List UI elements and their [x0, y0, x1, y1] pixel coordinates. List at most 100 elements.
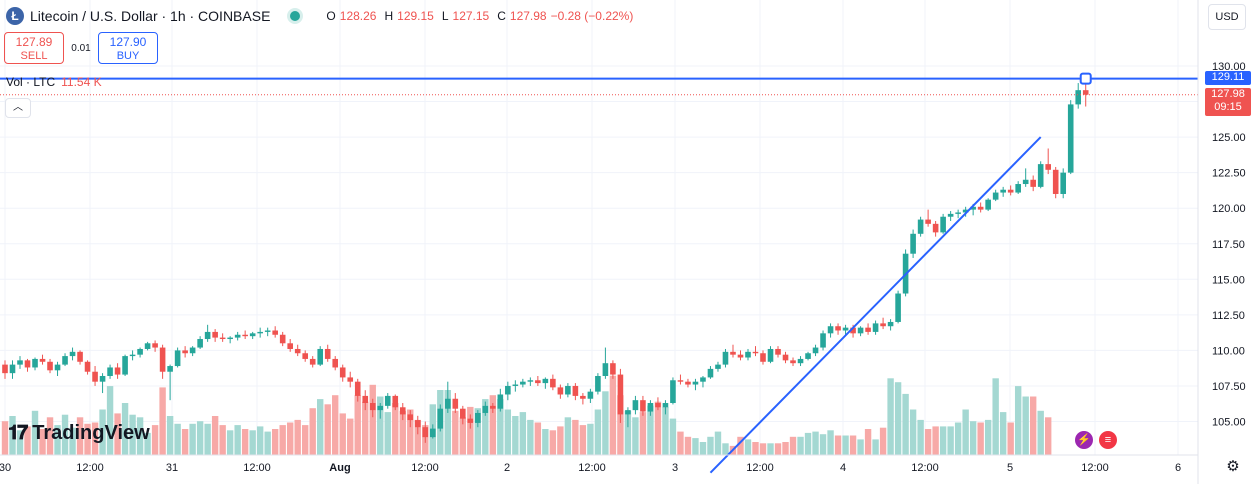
ohlc-open: 128.26	[339, 9, 377, 23]
volume-bar	[84, 423, 91, 455]
candle-body	[692, 381, 699, 385]
legend-header: Ł Litecoin / U.S. Dollar · 1h · COINBASE…	[0, 0, 1198, 32]
volume-bar	[774, 443, 782, 455]
candle-body	[865, 327, 871, 332]
candle-body	[535, 380, 541, 384]
lightning-event-icon[interactable]: ⚡	[1075, 431, 1093, 449]
sell-button[interactable]: 127.89 SELL	[4, 32, 64, 64]
candle-body	[407, 414, 414, 421]
volume-bar	[797, 436, 804, 455]
candle-body	[437, 408, 444, 429]
candle-body	[1007, 189, 1014, 193]
volume-bar	[654, 401, 662, 455]
volume-bar	[392, 403, 399, 455]
y-tick-label: 110.00	[1212, 345, 1245, 357]
ohlc-close-key: C	[497, 9, 506, 23]
candle-body	[602, 363, 609, 376]
volume-bar	[977, 422, 984, 455]
candle-body	[497, 394, 504, 409]
candle-body	[542, 378, 549, 384]
candle-body	[842, 327, 849, 331]
candle-body	[452, 398, 459, 409]
volume-bar	[136, 417, 144, 455]
candle-body	[84, 361, 91, 372]
candle-body	[640, 400, 646, 412]
candle-body	[1060, 172, 1067, 194]
volume-bar	[564, 417, 572, 455]
candle-body	[309, 358, 316, 365]
volume-bar	[849, 435, 857, 455]
us-flag-event-icon[interactable]: ≡	[1099, 431, 1117, 449]
volume-bar	[362, 401, 369, 455]
candle-body	[917, 219, 924, 234]
candle-body	[662, 403, 669, 408]
candle-body	[69, 351, 76, 357]
candle-body	[647, 403, 654, 412]
candle-body	[700, 377, 706, 382]
candle-body	[1052, 169, 1059, 194]
candle-body	[9, 364, 16, 374]
candle-body	[595, 375, 601, 392]
volume-bar	[767, 443, 774, 455]
sell-price: 127.89	[15, 35, 53, 49]
volume-bar	[166, 416, 174, 455]
volume-bar	[1037, 410, 1044, 455]
candle-body	[895, 293, 901, 322]
volume-bar	[504, 409, 512, 455]
currency-selector[interactable]: USD	[1208, 4, 1246, 30]
symbol-title[interactable]: Litecoin / U.S. Dollar · 1h · COINBASE	[30, 8, 271, 24]
tradingview-logo[interactable]: 𝟏𝟕 TradingView	[8, 422, 150, 445]
volume-legend[interactable]: Vol · LTC 11.54 K	[6, 75, 102, 89]
candle-body	[797, 358, 804, 364]
candle-body	[482, 405, 489, 413]
y-tick-label: 115.00	[1212, 274, 1245, 286]
candle-body	[264, 330, 271, 332]
x-tick-label: 2	[504, 462, 510, 474]
volume-bar	[789, 436, 797, 455]
candle-body	[392, 395, 399, 408]
candle-body	[362, 395, 369, 404]
x-tick-label: 12:00	[578, 462, 606, 474]
candle-body	[152, 343, 158, 348]
volume-bar	[647, 405, 654, 455]
buy-button[interactable]: 127.90 BUY	[98, 32, 158, 64]
candle-body	[107, 367, 113, 376]
volume-bar	[1007, 422, 1014, 455]
volume-bar	[1022, 396, 1029, 455]
volume-bar	[662, 406, 669, 455]
litecoin-logo-icon: Ł	[6, 7, 24, 25]
volume-bar	[129, 414, 136, 455]
chevron-up-icon[interactable]: ︿	[5, 98, 31, 118]
candle-body	[182, 350, 188, 354]
ohlc-high-key: H	[384, 9, 394, 23]
volume-bar	[474, 408, 482, 455]
candle-body	[1000, 189, 1006, 193]
last-price-tag: 127.98 09:15	[1205, 88, 1251, 116]
candle-body	[490, 405, 496, 409]
candle-body	[114, 367, 121, 375]
volume-bar	[69, 427, 76, 455]
candle-body	[977, 206, 984, 210]
volume-bar	[414, 419, 421, 455]
candle-body	[324, 348, 331, 359]
candles	[2, 78, 1089, 443]
volume-bar	[617, 395, 624, 455]
volume-bar	[954, 422, 962, 455]
volume-bar	[159, 387, 166, 455]
ohlc-low: 127.15	[452, 9, 490, 23]
volume-bar	[594, 409, 602, 455]
x-tick-label: 12:00	[243, 462, 271, 474]
candle-body	[557, 387, 564, 395]
volume-bar	[407, 409, 414, 455]
trade-buttons: 127.89 SELL 0.01 127.90 BUY	[4, 32, 158, 64]
volume-bar	[827, 430, 834, 455]
candle-body	[62, 356, 68, 365]
candle-body	[932, 223, 939, 233]
volume-bar	[234, 425, 241, 455]
candle-body	[369, 403, 376, 411]
gear-icon[interactable]: ⚙	[1226, 458, 1240, 475]
volume-bar	[384, 412, 391, 455]
volume-bar	[519, 412, 527, 455]
volume-bar	[812, 431, 819, 455]
